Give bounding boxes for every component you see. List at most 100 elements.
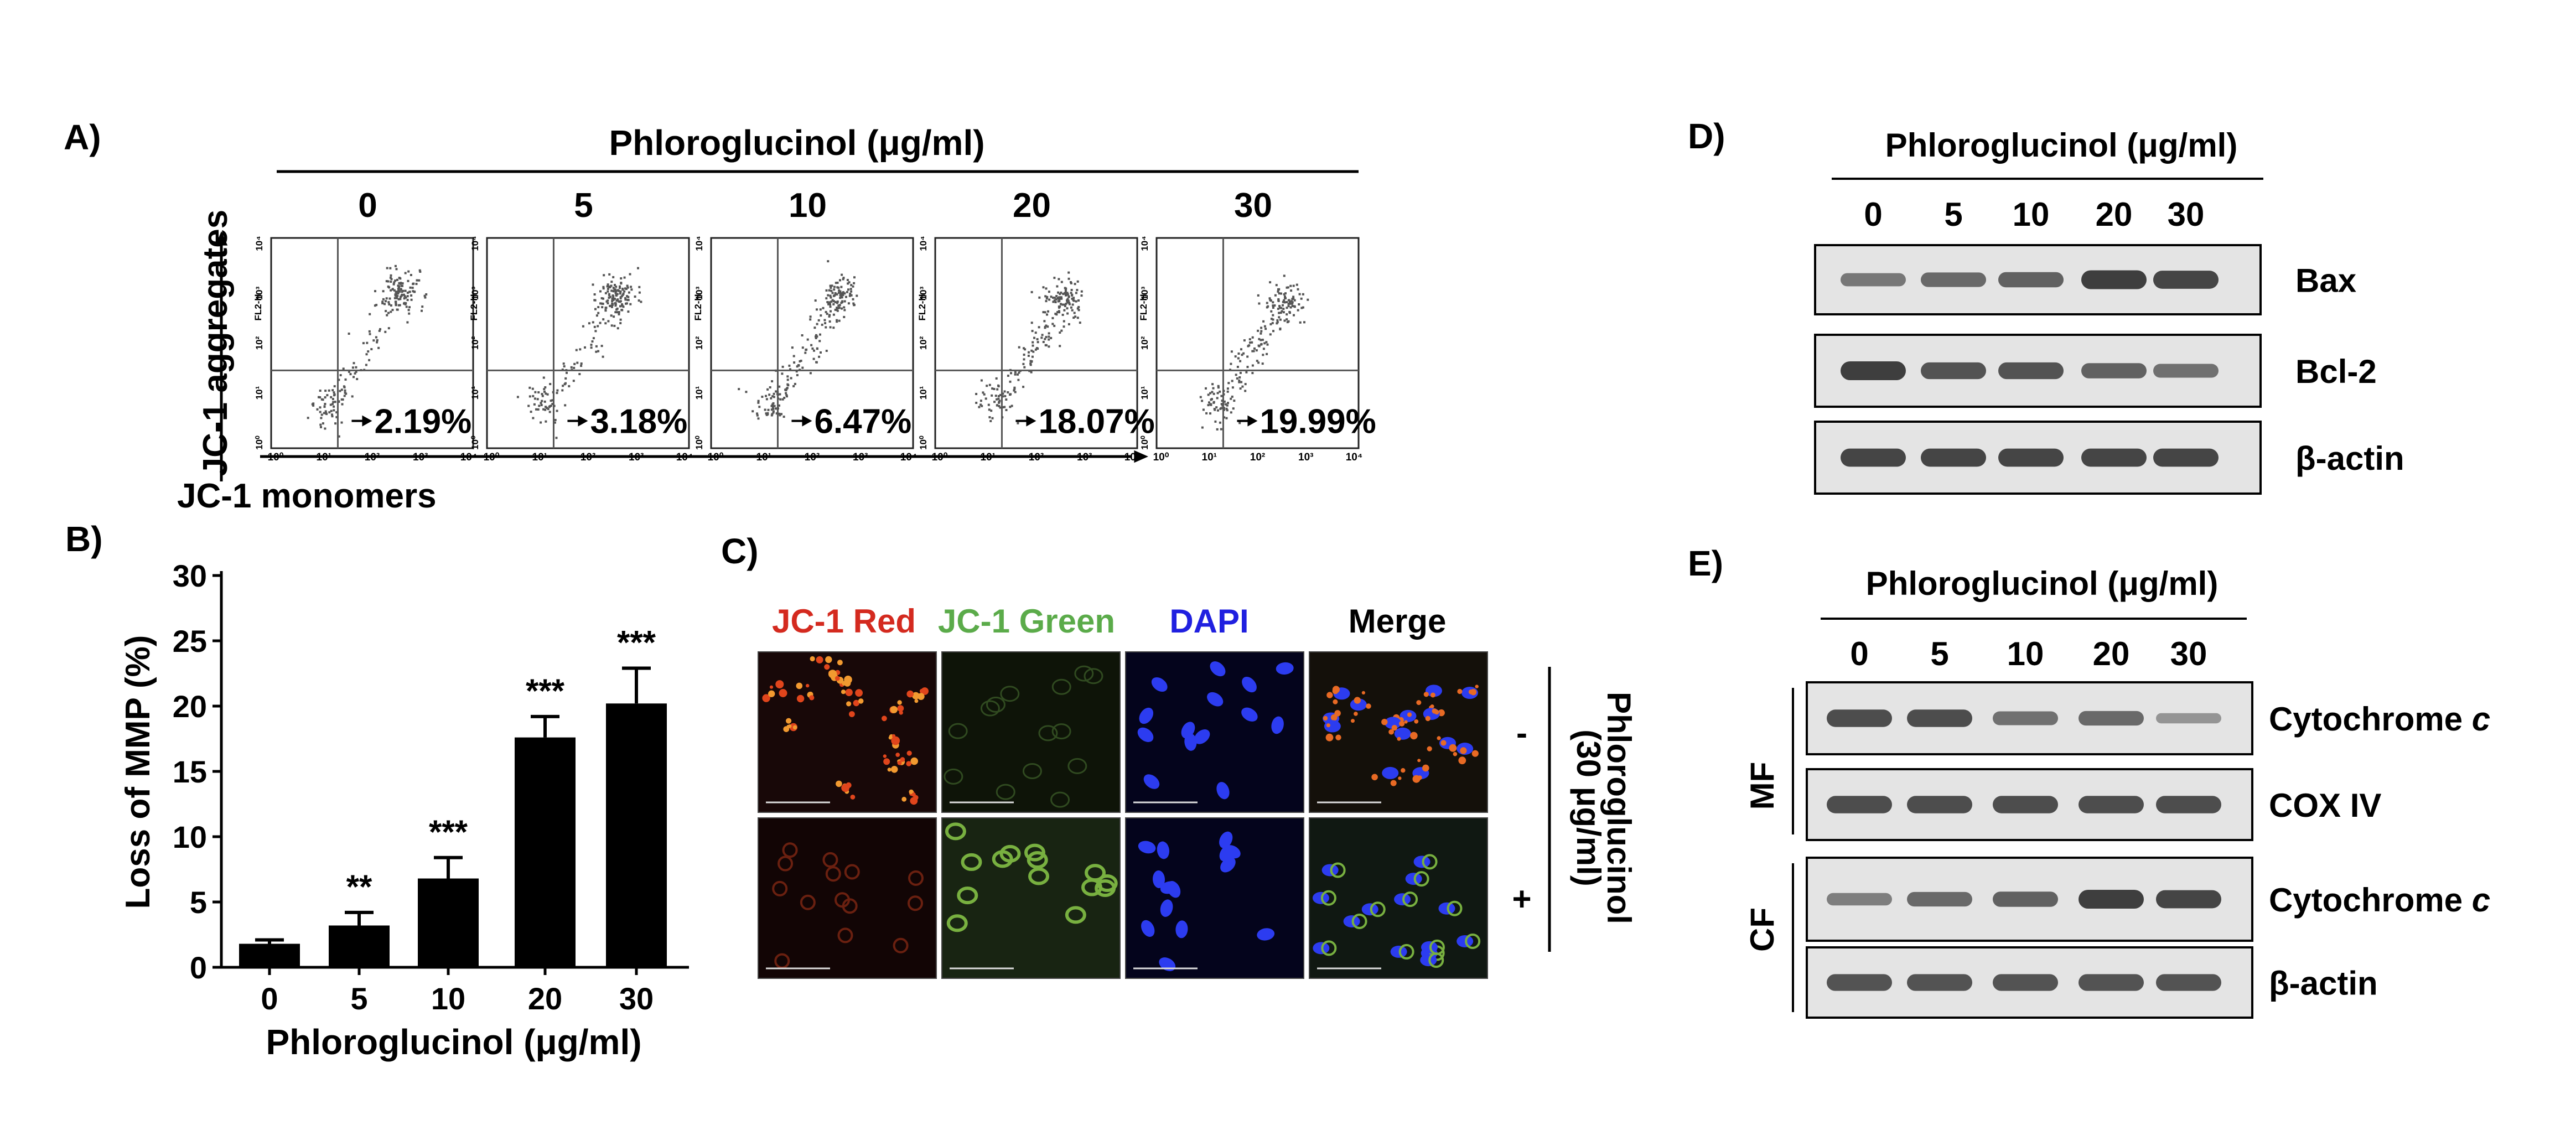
flow-event-point bbox=[1077, 299, 1080, 302]
flow-event-point bbox=[1063, 309, 1066, 312]
flow-event-point bbox=[612, 295, 615, 298]
flow-event-point bbox=[399, 277, 402, 280]
flow-event-point bbox=[828, 289, 831, 292]
flow-event-point bbox=[340, 421, 343, 424]
flow-event-point bbox=[540, 404, 543, 406]
flow-event-point bbox=[405, 296, 407, 299]
flow-event-point bbox=[615, 286, 618, 288]
flow-event-point bbox=[773, 396, 775, 398]
flow-event-point bbox=[319, 423, 322, 426]
flow-event-point bbox=[1292, 284, 1295, 287]
blot-band bbox=[1921, 362, 1986, 380]
flow-event-point bbox=[1220, 395, 1223, 397]
flow-event-point bbox=[1278, 292, 1281, 295]
flow-event-point bbox=[609, 295, 611, 298]
flow-event-point bbox=[1229, 369, 1231, 371]
flow-event-point bbox=[390, 274, 392, 277]
flow-event-point bbox=[1279, 318, 1282, 321]
flow-event-point bbox=[324, 410, 327, 413]
flow-event-point bbox=[1247, 345, 1250, 348]
blot-band bbox=[2079, 974, 2144, 991]
merge-red-spot bbox=[1390, 780, 1397, 786]
flow-event-point bbox=[616, 311, 619, 314]
merge-green-ring bbox=[1422, 854, 1438, 870]
flow-y-tick: 10¹ bbox=[918, 386, 929, 400]
flow-event-point bbox=[543, 390, 546, 393]
red-aggregate-spot bbox=[792, 725, 797, 730]
flow-event-point bbox=[1076, 317, 1079, 319]
flow-axis-label-fl2h: FL2-H bbox=[1138, 294, 1149, 320]
flow-event-point bbox=[825, 326, 827, 329]
flow-event-point bbox=[1056, 285, 1059, 288]
flow-event-point bbox=[1225, 403, 1227, 406]
flow-event-point bbox=[1061, 314, 1064, 316]
flow-event-point bbox=[1248, 338, 1251, 341]
flow-event-point bbox=[597, 312, 600, 314]
flow-event-point bbox=[1059, 345, 1061, 348]
flow-event-point bbox=[775, 369, 778, 372]
blot-band bbox=[1998, 448, 2064, 467]
flow-event-point bbox=[1260, 332, 1262, 335]
flow-event-point bbox=[397, 284, 400, 287]
flow-event-point bbox=[407, 279, 410, 282]
flow-event-point bbox=[363, 369, 366, 371]
flow-event-point bbox=[1209, 392, 1211, 395]
merge-red-spot bbox=[1391, 725, 1397, 731]
flow-event-point bbox=[1216, 392, 1219, 395]
flow-event-point bbox=[1261, 339, 1264, 341]
merge-green-ring bbox=[1320, 890, 1336, 906]
flow-y-tick: 10⁴ bbox=[918, 236, 929, 251]
flow-event-point bbox=[1269, 299, 1272, 302]
flow-event-point bbox=[799, 360, 801, 362]
flow-event-point bbox=[354, 372, 356, 375]
blot-band bbox=[2153, 448, 2219, 467]
flow-event-point bbox=[608, 273, 611, 276]
flow-event-point bbox=[1302, 306, 1304, 309]
flow-event-point bbox=[841, 307, 843, 310]
dapi-nucleus bbox=[1242, 677, 1257, 693]
flow-event-point bbox=[799, 369, 801, 371]
dapi-nucleus bbox=[1207, 692, 1224, 707]
bar-30 bbox=[606, 703, 667, 967]
dapi-nucleus bbox=[1175, 920, 1188, 939]
flow-event-point bbox=[1230, 411, 1232, 414]
flow-event-point bbox=[411, 287, 414, 289]
flow-event-point bbox=[772, 410, 775, 413]
flow-event-point bbox=[382, 290, 385, 293]
flow-event-point bbox=[805, 348, 808, 351]
flow-event-point bbox=[1048, 338, 1050, 341]
flow-event-point bbox=[340, 388, 343, 391]
flow-event-point bbox=[738, 388, 740, 391]
flow-event-point bbox=[341, 403, 344, 406]
flow-event-point bbox=[1205, 387, 1207, 390]
flow-event-point bbox=[1053, 324, 1056, 327]
flow-x-tick: 10⁰ bbox=[1153, 452, 1169, 463]
flow-event-point bbox=[780, 413, 782, 416]
flow-event-point bbox=[1076, 289, 1079, 292]
flow-event-point bbox=[830, 296, 832, 299]
merge-red-spot bbox=[1417, 775, 1422, 780]
flow-event-point bbox=[333, 405, 335, 408]
bar-y-tick-label: 20 bbox=[173, 689, 207, 724]
flow-event-point bbox=[793, 361, 796, 364]
dapi-nucleus bbox=[1141, 920, 1155, 937]
micrograph-dapi-untreated bbox=[1125, 651, 1304, 813]
flow-event-point bbox=[1046, 295, 1049, 298]
flow-event-point bbox=[770, 408, 773, 411]
panel-d-title: Phloroglucinol (μg/ml) bbox=[1885, 127, 2238, 164]
flow-event-point bbox=[988, 416, 991, 418]
flow-event-point bbox=[829, 294, 832, 297]
flow-event-point bbox=[1055, 298, 1058, 301]
flow-event-point bbox=[379, 328, 381, 330]
flow-event-point bbox=[619, 297, 622, 299]
flow-event-point bbox=[841, 273, 843, 276]
flow-event-point bbox=[546, 393, 549, 396]
flow-event-point bbox=[1287, 305, 1290, 308]
panel-e-lane-10: 10 bbox=[2007, 635, 2044, 672]
flow-event-point bbox=[1256, 360, 1258, 362]
blot-e-mf-cytochrome bbox=[1806, 681, 2253, 755]
panel-label-a: A) bbox=[64, 117, 101, 157]
flow-event-point bbox=[348, 333, 350, 335]
flow-event-point bbox=[541, 393, 543, 396]
flow-event-point bbox=[553, 421, 556, 424]
